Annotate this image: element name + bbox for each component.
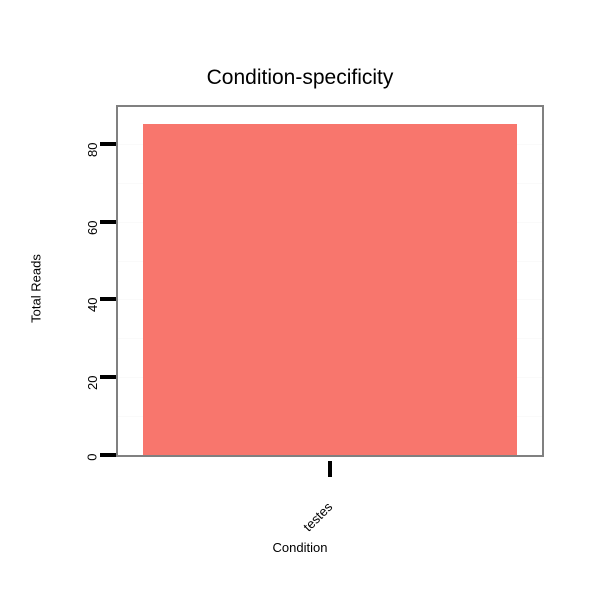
- y-tick-label: 20: [52, 368, 100, 390]
- y-tick-label: 60: [52, 213, 100, 234]
- y-tick-mark: [100, 297, 116, 302]
- y-tick-mark: [100, 453, 116, 457]
- y-tick-label: 0: [52, 446, 100, 461]
- y-tick-mark: [100, 219, 116, 224]
- y-tick-label-text: 60: [84, 220, 100, 235]
- y-tick-label: 80: [52, 135, 100, 156]
- y-tick-mark: [100, 141, 116, 146]
- y-tick-label-text: 20: [84, 375, 100, 391]
- x-axis-title: Condition: [272, 540, 328, 555]
- y-tick-mark: [100, 375, 116, 380]
- y-axis-title: Total Reads: [28, 254, 44, 323]
- plot-panel: [116, 105, 544, 457]
- y-tick-label-text: 80: [84, 142, 100, 157]
- chart-title: Condition-specificity: [206, 66, 394, 89]
- y-tick-label-text: 0: [84, 453, 100, 461]
- y-tick-label: 40: [52, 290, 100, 312]
- y-tick-label-text: 40: [84, 297, 100, 313]
- x-tick-mark: [328, 461, 332, 477]
- bar: [143, 124, 517, 455]
